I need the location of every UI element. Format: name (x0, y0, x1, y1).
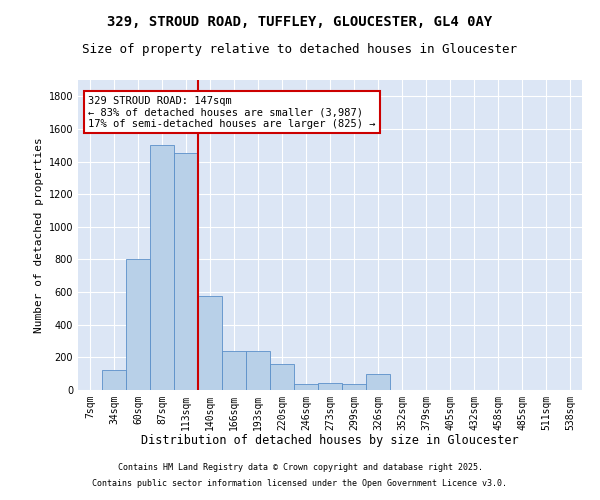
Bar (270, 364, 294, 390)
Bar (126, 260, 150, 390)
Bar (174, 154, 198, 390)
Text: Contains HM Land Registry data © Crown copyright and database right 2025.: Contains HM Land Registry data © Crown c… (118, 464, 482, 472)
Bar (294, 384, 318, 390)
Bar (102, 370, 126, 390)
Bar (198, 296, 222, 390)
Bar (222, 351, 246, 390)
Text: 329, STROUD ROAD, TUFFLEY, GLOUCESTER, GL4 0AY: 329, STROUD ROAD, TUFFLEY, GLOUCESTER, G… (107, 15, 493, 29)
Text: Size of property relative to detached houses in Gloucester: Size of property relative to detached ho… (83, 42, 517, 56)
Bar (342, 384, 366, 390)
Bar (246, 351, 270, 390)
Text: Contains public sector information licensed under the Open Government Licence v3: Contains public sector information licen… (92, 478, 508, 488)
Bar (318, 384, 342, 390)
Bar (366, 374, 390, 390)
Bar (150, 146, 174, 390)
X-axis label: Distribution of detached houses by size in Gloucester: Distribution of detached houses by size … (141, 434, 519, 448)
Text: 329 STROUD ROAD: 147sqm
← 83% of detached houses are smaller (3,987)
17% of semi: 329 STROUD ROAD: 147sqm ← 83% of detache… (88, 96, 376, 128)
Y-axis label: Number of detached properties: Number of detached properties (34, 137, 44, 333)
